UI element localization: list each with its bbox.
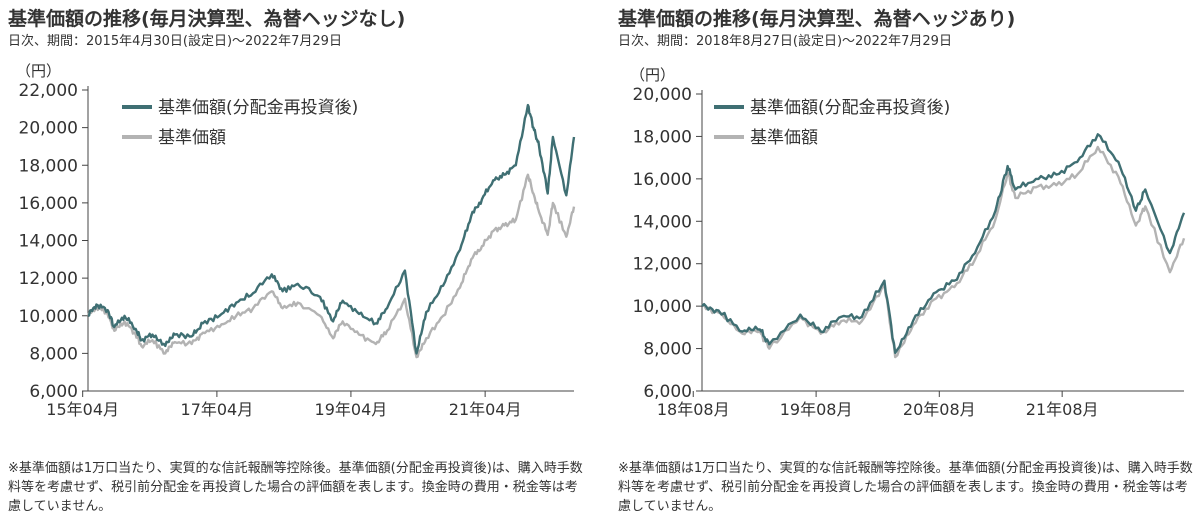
x-tick-label: 18年08月 bbox=[657, 400, 730, 419]
chart-panel-hedged: 基準価額の推移(毎月決算型、為替ヘッジあり) 日次、期間：2018年8月27日(… bbox=[610, 0, 1200, 524]
chart-title: 基準価額の推移(毎月決算型、為替ヘッジなし) bbox=[8, 8, 406, 30]
line-chart-unhedged: （円） 6,000 8,000 10,000 12,000 14,000 16,000 18,… bbox=[16, 62, 576, 419]
y-tick-label: 20,000 bbox=[633, 85, 692, 105]
y-tick-label: 12,000 bbox=[633, 255, 692, 275]
y-tick-label: 16,000 bbox=[633, 170, 692, 190]
series-line-nav bbox=[701, 145, 1186, 359]
y-tick-label: 10,000 bbox=[633, 297, 692, 317]
x-tick-label: 20年08月 bbox=[903, 400, 976, 419]
series-line-nav bbox=[86, 173, 576, 359]
chart-title: 基準価額の推移(毎月決算型、為替ヘッジあり) bbox=[618, 8, 1016, 30]
y-tick-label: 8,000 bbox=[29, 344, 78, 364]
legend-label: 基準価額 bbox=[750, 128, 818, 148]
chart-note: ※基準価額は1万口当たり、実質的な信託報酬等控除後。基準価額(分配金再投資後)は… bbox=[8, 461, 583, 514]
y-tick-label: 14,000 bbox=[633, 212, 692, 232]
x-tick-label: 21年04月 bbox=[449, 400, 522, 419]
series-line-reinvested bbox=[701, 133, 1186, 354]
chart-subtitle: 日次、期間：2015年4月30日(設定日)〜2022年7月29日 bbox=[8, 34, 342, 49]
legend-label: 基準価額(分配金再投資後) bbox=[750, 98, 950, 118]
line-chart-hedged: （円） 6,000 8,000 10,000 12,000 14,000 16,000 18,… bbox=[630, 66, 1186, 419]
y-unit-label: （円） bbox=[16, 62, 61, 80]
x-tick-label: 19年08月 bbox=[780, 400, 853, 419]
series-line-reinvested bbox=[87, 103, 576, 355]
y-tick-label: 12,000 bbox=[19, 269, 78, 289]
chart-note: ※基準価額は1万口当たり、実質的な信託報酬等控除後。基準価額(分配金再投資後)は… bbox=[618, 461, 1193, 514]
legend-label: 基準価額 bbox=[158, 128, 226, 148]
y-tick-label: 16,000 bbox=[19, 194, 78, 214]
x-tick-label: 19年04月 bbox=[315, 400, 388, 419]
y-tick-label: 14,000 bbox=[19, 232, 78, 252]
chart-subtitle: 日次、期間：2018年8月27日(設定日)〜2022年7月29日 bbox=[618, 34, 952, 49]
y-unit-label: （円） bbox=[630, 66, 675, 84]
x-tick-label: 15年04月 bbox=[46, 400, 119, 419]
y-tick-label: 6,000 bbox=[643, 382, 692, 402]
legend-label: 基準価額(分配金再投資後) bbox=[158, 98, 358, 118]
y-tick-label: 20,000 bbox=[19, 119, 78, 139]
y-tick-label: 10,000 bbox=[19, 307, 78, 327]
y-tick-label: 6,000 bbox=[29, 382, 78, 402]
x-tick-label: 21年08月 bbox=[1026, 400, 1099, 419]
y-tick-label: 18,000 bbox=[633, 127, 692, 147]
y-tick-label: 22,000 bbox=[19, 81, 78, 101]
y-tick-label: 18,000 bbox=[19, 156, 78, 176]
y-tick-label: 8,000 bbox=[643, 340, 692, 360]
chart-panel-unhedged: 基準価額の推移(毎月決算型、為替ヘッジなし) 日次、期間：2015年4月30日(… bbox=[0, 0, 590, 524]
x-tick-label: 17年04月 bbox=[181, 400, 254, 419]
